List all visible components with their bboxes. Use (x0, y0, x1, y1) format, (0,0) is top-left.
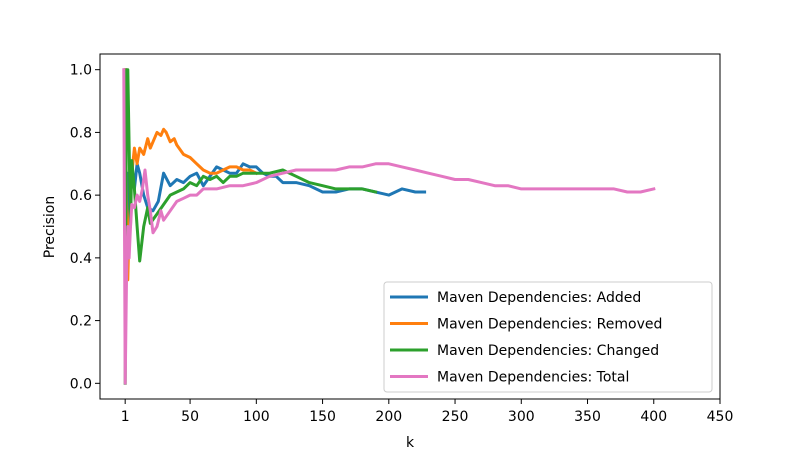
x-tick-label: 200 (375, 409, 402, 425)
x-tick-label: 350 (574, 409, 601, 425)
x-tick-label: 100 (243, 409, 270, 425)
legend-label: Maven Dependencies: Added (437, 290, 641, 306)
y-tick-label: 0.2 (70, 314, 92, 330)
x-tick-label: 450 (707, 409, 734, 425)
y-tick-label: 0.8 (70, 125, 92, 141)
x-tick-label: 250 (442, 409, 469, 425)
series-line-1 (123, 68, 427, 228)
y-tick-label: 0.4 (70, 251, 92, 267)
legend-label: Maven Dependencies: Changed (437, 343, 659, 359)
plot-frame (99, 53, 721, 400)
series-layer (122, 68, 656, 385)
series-line-4 (122, 68, 656, 385)
y-axis-title: Precision (42, 196, 58, 258)
x-axis: 1 50 100 150 200 250 300 350 400 450 (121, 399, 734, 425)
x-tick-label: 400 (640, 409, 667, 425)
y-tick-label: 1.0 (70, 63, 92, 79)
y-axis: 0.0 0.2 0.4 0.6 0.8 1.0 (70, 63, 100, 392)
y-tick-label: 0.0 (70, 376, 92, 392)
x-tick-label: 1 (121, 409, 130, 425)
legend-label: Maven Dependencies: Removed (437, 317, 662, 333)
x-tick-label: 150 (309, 409, 336, 425)
legend-box (383, 281, 713, 393)
x-tick-label: 50 (181, 409, 199, 425)
y-tick-label: 0.6 (70, 188, 92, 204)
x-tick-label: 300 (508, 409, 535, 425)
legend-label: Maven Dependencies: Total (437, 370, 629, 386)
series-line-2 (123, 68, 259, 282)
legend: Maven Dependencies: Added Maven Dependenc… (383, 281, 713, 393)
x-axis-title: k (406, 435, 415, 450)
series-line-3 (123, 68, 378, 385)
